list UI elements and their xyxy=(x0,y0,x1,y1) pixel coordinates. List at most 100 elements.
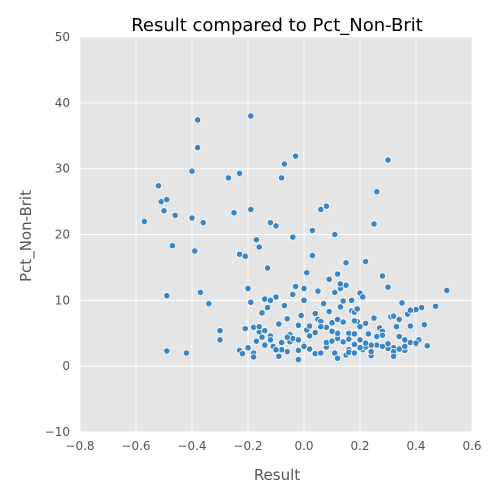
data-point xyxy=(305,332,314,340)
data-point xyxy=(350,349,358,357)
data-point xyxy=(263,303,272,312)
data-point xyxy=(401,336,409,344)
data-point xyxy=(384,283,392,291)
data-point xyxy=(244,284,252,293)
data-point xyxy=(154,182,162,190)
data-point xyxy=(196,288,204,297)
data-point xyxy=(250,353,258,361)
data-point xyxy=(319,300,328,308)
data-point xyxy=(255,323,263,331)
data-point xyxy=(367,348,375,356)
data-point xyxy=(350,317,358,325)
data-point xyxy=(373,332,381,341)
data-point xyxy=(194,144,202,152)
data-point xyxy=(325,307,333,316)
data-point xyxy=(359,293,367,301)
y-tick-label: 10 xyxy=(55,293,70,307)
data-point xyxy=(395,345,403,353)
data-point xyxy=(283,333,291,341)
data-point xyxy=(163,196,171,204)
data-point xyxy=(191,247,199,255)
data-point xyxy=(291,282,300,291)
data-point xyxy=(280,160,288,168)
data-point xyxy=(305,322,314,330)
data-point xyxy=(171,211,179,220)
data-point xyxy=(370,314,378,322)
data-point xyxy=(331,288,339,297)
data-point xyxy=(303,269,311,277)
data-point xyxy=(347,296,356,304)
data-point xyxy=(224,174,232,182)
x-axis-label: Result xyxy=(254,466,300,484)
data-point xyxy=(398,299,406,307)
data-point xyxy=(317,205,325,214)
data-point xyxy=(230,209,238,217)
x-tick-label: 0.0 xyxy=(294,439,313,453)
data-point xyxy=(308,251,316,260)
data-point xyxy=(361,257,370,266)
data-point xyxy=(160,207,168,215)
data-point xyxy=(194,116,202,124)
data-point xyxy=(266,296,274,304)
data-point xyxy=(272,222,280,230)
data-point xyxy=(140,217,148,225)
y-tick-label: −10 xyxy=(45,425,70,439)
data-point xyxy=(356,336,364,344)
data-point xyxy=(361,319,370,327)
data-point xyxy=(325,275,333,283)
data-point xyxy=(331,230,339,239)
data-point xyxy=(356,323,364,331)
data-point xyxy=(406,306,414,314)
data-point xyxy=(289,290,297,299)
data-point xyxy=(294,346,302,354)
data-point xyxy=(317,349,325,357)
x-tick-label: 0.6 xyxy=(462,439,481,453)
x-tick-label: −0.4 xyxy=(177,439,206,453)
data-point xyxy=(168,242,176,250)
x-tick-label: 0.2 xyxy=(350,439,369,453)
data-point xyxy=(389,312,398,320)
data-point xyxy=(322,202,330,210)
data-point xyxy=(272,293,280,301)
data-point xyxy=(216,327,224,335)
data-point xyxy=(350,340,358,349)
x-tick-label: −0.2 xyxy=(233,439,262,453)
data-point xyxy=(280,301,288,310)
data-point xyxy=(373,188,381,196)
data-point xyxy=(247,298,255,306)
data-point xyxy=(406,322,414,330)
data-point xyxy=(216,336,224,344)
data-point xyxy=(283,315,291,323)
data-point xyxy=(258,309,266,317)
data-point xyxy=(272,346,280,354)
data-point xyxy=(339,318,347,326)
data-point xyxy=(389,352,398,360)
data-point xyxy=(252,236,260,244)
x-tick-label: −0.6 xyxy=(121,439,150,453)
data-point xyxy=(308,226,316,235)
data-point xyxy=(241,325,249,333)
data-point xyxy=(356,344,364,352)
data-point xyxy=(182,349,190,357)
data-point xyxy=(294,321,302,329)
data-point xyxy=(300,284,308,293)
y-tick-label: 30 xyxy=(55,162,70,176)
data-point xyxy=(350,330,358,338)
data-point xyxy=(345,335,353,343)
data-point xyxy=(443,286,451,295)
data-point xyxy=(266,219,274,227)
data-point xyxy=(244,344,252,352)
data-point xyxy=(317,323,325,331)
data-point xyxy=(311,309,319,318)
data-point xyxy=(275,320,283,328)
chart-title: Result compared to Pct_Non-Brit xyxy=(131,15,423,36)
data-point xyxy=(395,315,403,324)
data-point xyxy=(361,339,370,347)
data-point xyxy=(255,243,263,251)
data-point xyxy=(333,270,342,278)
y-tick-label: 0 xyxy=(62,359,70,373)
data-point xyxy=(261,327,269,335)
data-point xyxy=(336,280,344,288)
data-point xyxy=(297,311,305,320)
